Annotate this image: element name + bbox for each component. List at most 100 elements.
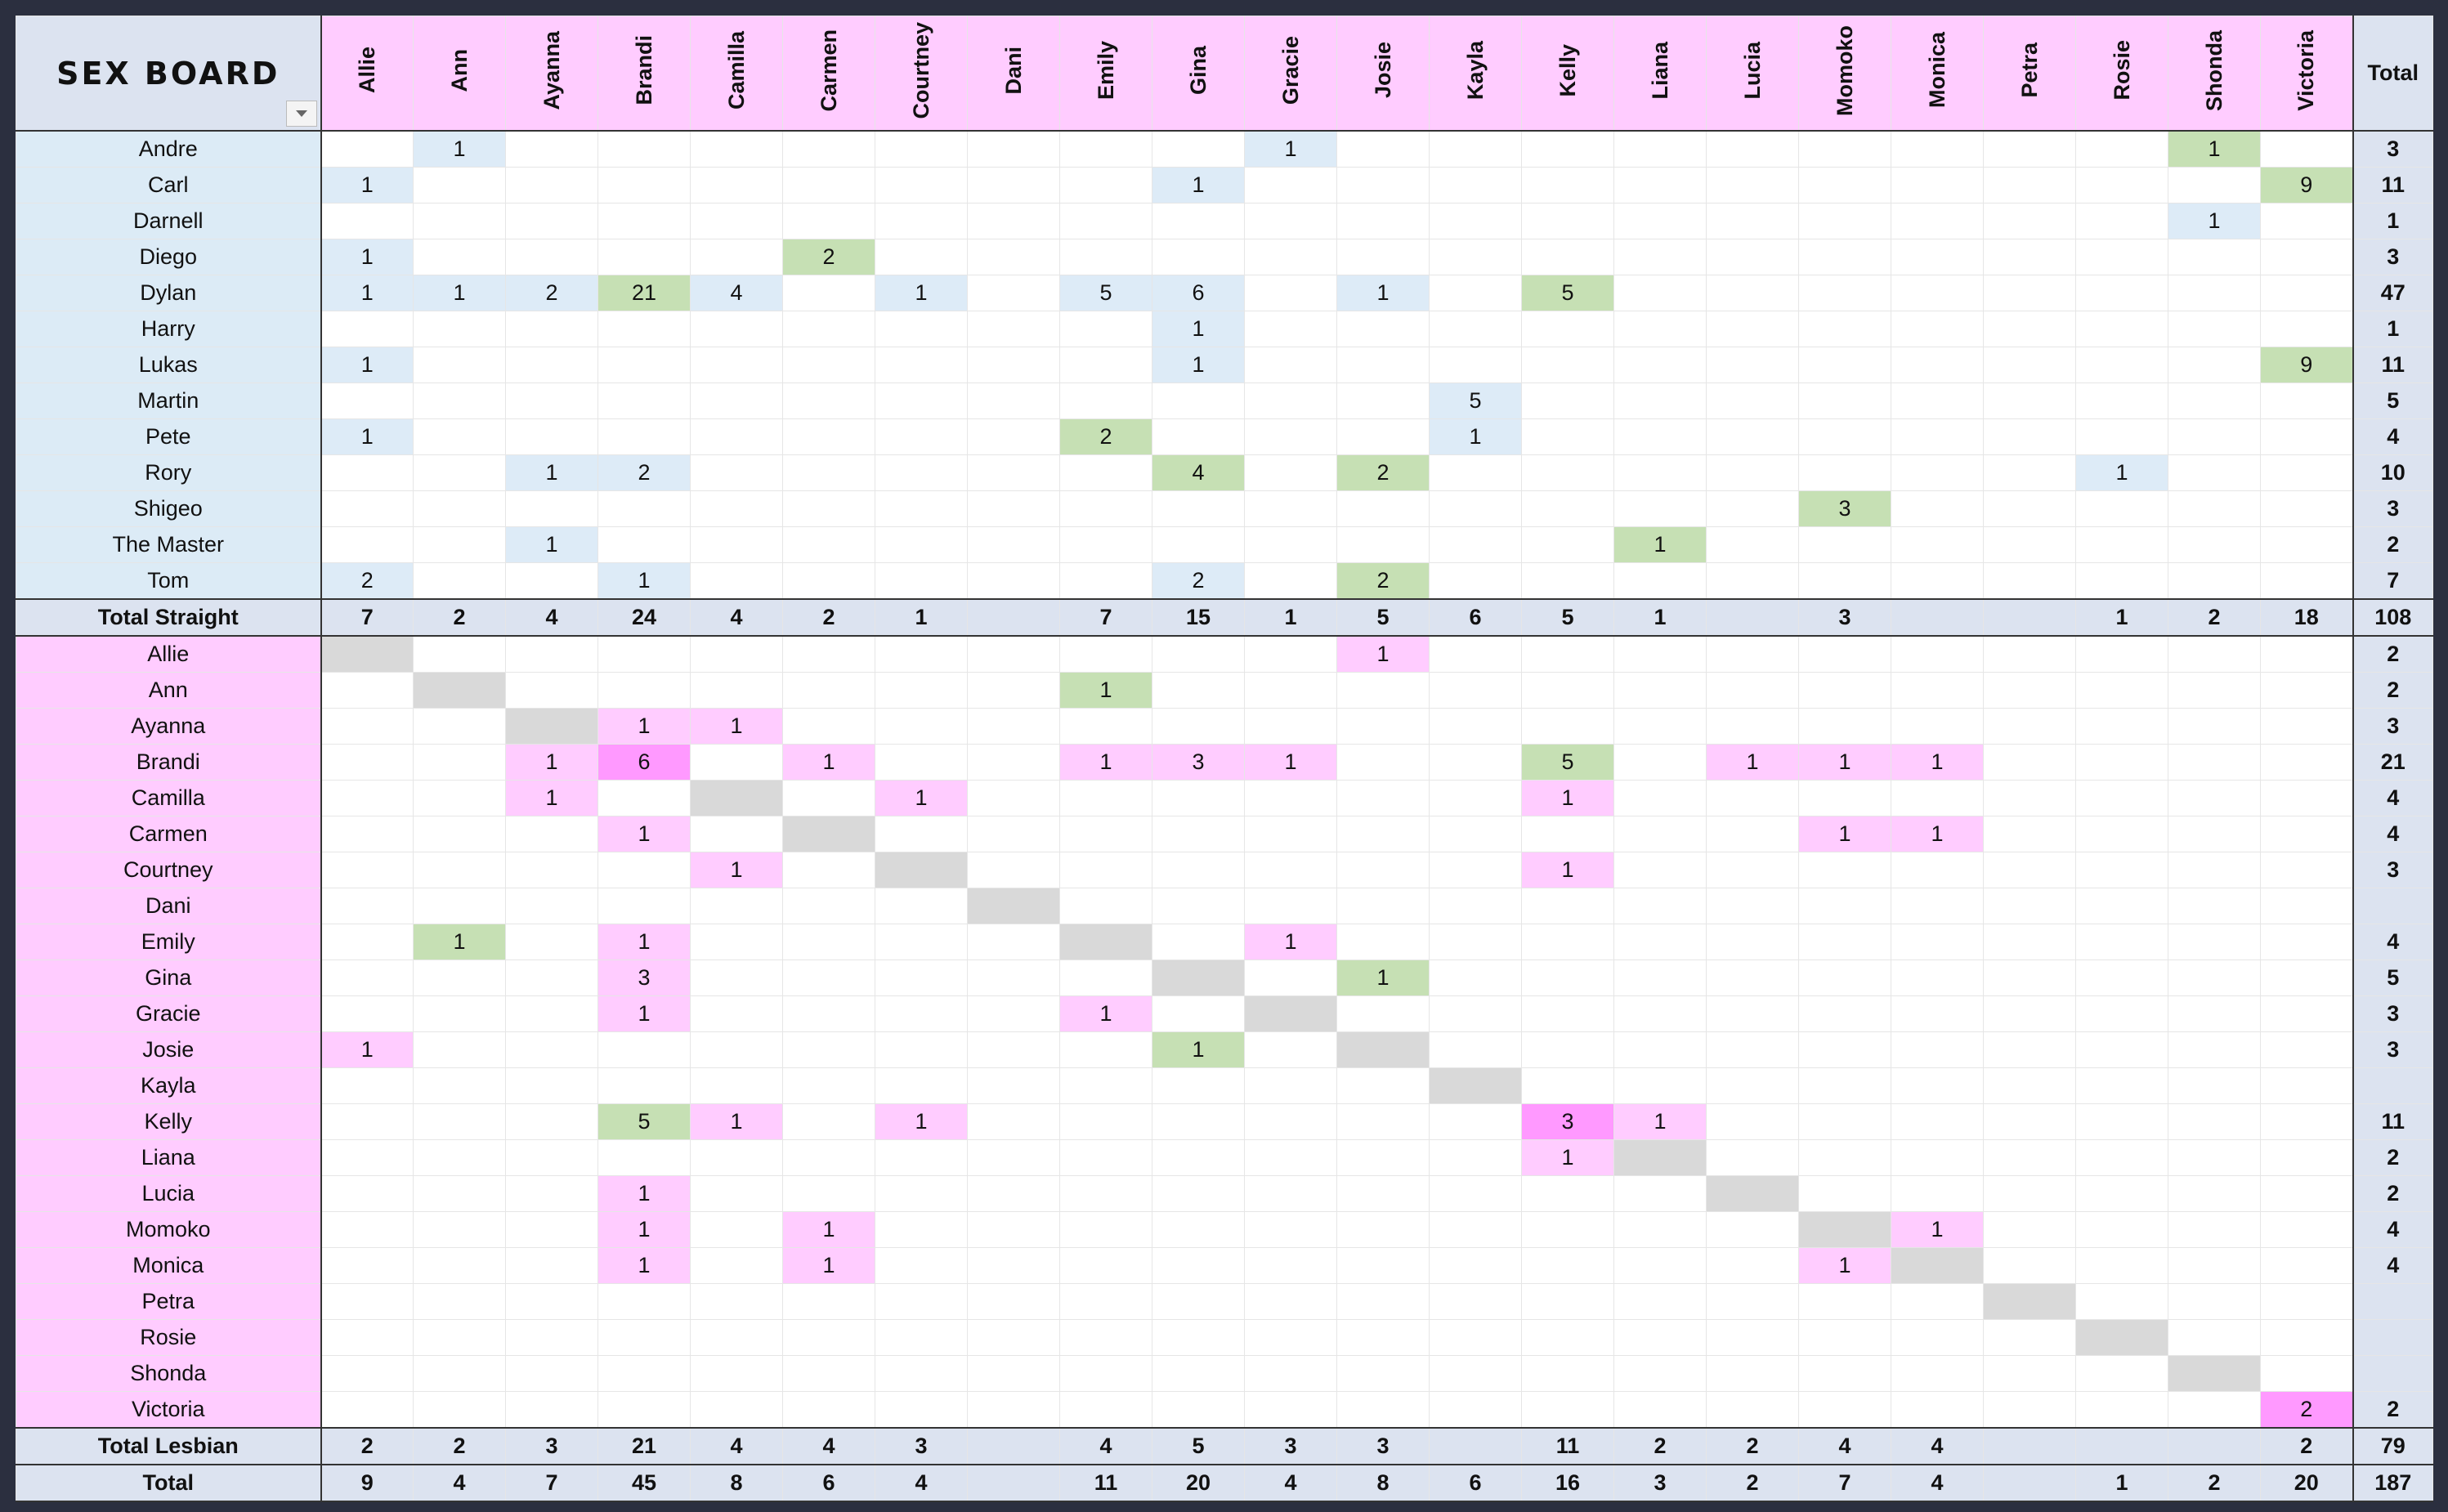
count-cell: 3: [597, 960, 691, 996]
count-cell: [1152, 418, 1245, 455]
count-cell: [505, 1247, 598, 1284]
filter-dropdown[interactable]: [285, 101, 317, 127]
count-cell: [1244, 708, 1337, 745]
count-cell: [2168, 562, 2261, 600]
count-cell: [1336, 1319, 1430, 1356]
count-cell: [320, 1139, 414, 1176]
count-cell: [413, 311, 506, 347]
count-cell: [782, 347, 875, 383]
count-cell: [1244, 1175, 1337, 1212]
count-cell: [413, 888, 506, 924]
count-cell: [2075, 311, 2168, 347]
count-cell: [1336, 239, 1430, 275]
count-cell: 1: [1429, 418, 1522, 455]
count-cell: 1: [782, 744, 875, 781]
count-cell: 1: [1152, 347, 1245, 383]
count-cell: [967, 382, 1060, 419]
column-header: Momoko: [1798, 16, 1891, 132]
count-cell: 1: [1336, 275, 1430, 311]
count-cell: [2260, 1283, 2353, 1320]
count-cell: [1059, 708, 1152, 745]
row-name: Dylan: [16, 275, 321, 311]
column-header: Courtney: [875, 16, 968, 132]
count-cell: [875, 1031, 968, 1068]
count-cell: [2168, 1319, 2261, 1356]
count-cell: [1706, 672, 1799, 709]
column-total: 2: [320, 1427, 414, 1465]
count-cell: [413, 382, 506, 419]
count-cell: [413, 167, 506, 204]
count-cell: [1891, 1355, 1984, 1392]
count-cell: [1244, 672, 1337, 709]
count-cell: [413, 1175, 506, 1212]
count-cell: [967, 1211, 1060, 1248]
count-cell: [1706, 816, 1799, 852]
count-cell: [320, 744, 414, 781]
column-grand-total: 8: [690, 1464, 783, 1502]
count-cell: [1429, 562, 1522, 600]
count-cell: [1244, 960, 1337, 996]
count-cell: [1429, 1175, 1522, 1212]
row: Lukas 1 1 9 11: [16, 347, 2433, 383]
count-cell: 1: [597, 1175, 691, 1212]
count-cell: [1798, 203, 1891, 239]
count-cell: [967, 311, 1060, 347]
row-name: Lukas: [16, 347, 321, 383]
count-cell: [1152, 1103, 1245, 1140]
count-cell: [1429, 960, 1522, 996]
count-cell: [1336, 526, 1430, 563]
count-cell: 1: [1244, 924, 1337, 960]
row: Shigeo 3 3: [16, 490, 2433, 527]
row-name: Martin: [16, 382, 321, 419]
count-cell: 1: [320, 275, 414, 311]
count-cell: [505, 1031, 598, 1068]
count-cell: [2260, 311, 2353, 347]
column-grand-total: 4: [413, 1464, 506, 1502]
count-cell: [1891, 1175, 1984, 1212]
count-cell: [967, 780, 1060, 816]
count-cell: [1891, 780, 1984, 816]
count-cell: [690, 995, 783, 1032]
count-cell: 1: [875, 780, 968, 816]
count-cell: [967, 490, 1060, 527]
count-cell: [1891, 960, 1984, 996]
count-cell: [1613, 708, 1707, 745]
count-cell: [1613, 239, 1707, 275]
count-cell: [782, 780, 875, 816]
row: Carl 1 1 9 11: [16, 167, 2433, 204]
count-cell: [2168, 275, 2261, 311]
count-cell: [1059, 562, 1152, 600]
count-cell: [967, 418, 1060, 455]
total-row: Total Lesbian 2 2 3 21 4 4 3 4 5 3 3 11 2 2 4 4 2 79: [16, 1427, 2433, 1465]
count-cell: [875, 1247, 968, 1284]
count-cell: 2: [597, 454, 691, 491]
count-cell: [2260, 526, 2353, 563]
count-cell: [690, 490, 783, 527]
count-cell: [1429, 1319, 1522, 1356]
count-cell: [1521, 995, 1614, 1032]
count-cell: [1336, 1031, 1430, 1068]
row-total: 21: [2352, 744, 2433, 781]
count-cell: [1336, 382, 1430, 419]
row-total: 1: [2352, 311, 2433, 347]
count-cell: [505, 311, 598, 347]
count-cell: [1983, 490, 2076, 527]
count-cell: [2075, 924, 2168, 960]
count-cell: [875, 1139, 968, 1176]
count-cell: [597, 203, 691, 239]
count-cell: [1429, 816, 1522, 852]
row-total: 2: [2352, 635, 2433, 673]
column-total: 7: [320, 598, 414, 637]
count-cell: [1336, 816, 1430, 852]
count-cell: [690, 1247, 783, 1284]
count-cell: [1891, 1319, 1984, 1356]
count-cell: [2168, 1175, 2261, 1212]
count-cell: [967, 708, 1060, 745]
count-cell: [2260, 924, 2353, 960]
count-cell: [1983, 1283, 2076, 1320]
count-cell: [320, 526, 414, 563]
count-cell: [1983, 780, 2076, 816]
count-cell: [1983, 239, 2076, 275]
count-cell: [690, 1139, 783, 1176]
count-cell: [413, 1103, 506, 1140]
